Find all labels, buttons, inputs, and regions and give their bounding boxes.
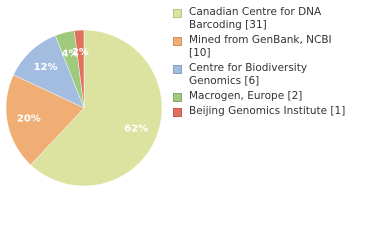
pie-slice <box>73 29 85 109</box>
slice-label: 20% <box>17 114 41 125</box>
legend-label: Macrogen, Europe [2] <box>189 90 303 102</box>
legend-item: Canadian Centre for DNA Barcoding [31] <box>173 6 373 32</box>
legend-swatch <box>173 93 182 102</box>
legend: Canadian Centre for DNA Barcoding [31] Mi… <box>173 6 373 120</box>
legend-swatch <box>173 65 182 74</box>
legend-label: Mined from GenBank, NCBI [10] <box>189 34 332 59</box>
legend-swatch <box>173 9 182 18</box>
slice-label: 2% <box>72 47 89 58</box>
legend-label: Canadian Centre for DNA Barcoding [31] <box>189 6 322 31</box>
legend-label: Centre for Biodiversity Genomics [6] <box>189 62 308 87</box>
pie-chart: 62% 20% 12% 4%2% <box>5 29 163 187</box>
legend-label: Beijing Genomics Institute [1] <box>189 105 346 117</box>
legend-item: Macrogen, Europe [2] <box>173 90 373 103</box>
legend-item: Beijing Genomics Institute [1] <box>173 105 373 118</box>
slice-label: 62% <box>124 124 148 135</box>
slice-label: 4% <box>62 49 79 60</box>
pie-slice <box>5 74 85 166</box>
legend-item: Centre for Biodiversity Genomics [6] <box>173 62 373 88</box>
pie-slice <box>30 29 163 187</box>
legend-item: Mined from GenBank, NCBI [10] <box>173 34 373 60</box>
slice-label: 12% <box>34 62 58 73</box>
legend-swatch <box>173 108 182 117</box>
legend-swatch <box>173 37 182 46</box>
